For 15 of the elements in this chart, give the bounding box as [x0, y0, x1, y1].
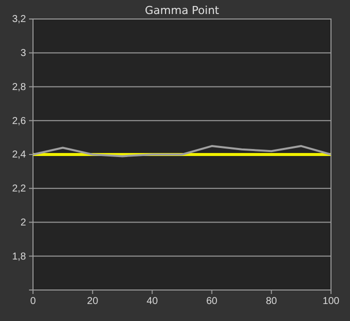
y-tick-label: 2,2 — [12, 184, 26, 195]
x-tick-label: 0 — [30, 296, 36, 308]
x-tick-label: 40 — [146, 296, 158, 308]
x-tick-label: 100 — [322, 296, 340, 308]
y-tick-label: 2,8 — [12, 82, 26, 93]
x-tick-label: 20 — [87, 296, 99, 308]
chart-title: Gamma Point — [144, 4, 220, 17]
x-tick-label: 80 — [266, 296, 278, 308]
y-tick-label: 1,8 — [12, 251, 26, 262]
y-tick-label: 2,6 — [12, 116, 26, 127]
x-tick-label: 60 — [206, 296, 218, 308]
y-tick-label: 2 — [20, 217, 26, 228]
y-tick-label: 3 — [20, 48, 26, 60]
y-tick-label: 2,4 — [12, 150, 26, 161]
y-tick-label: 3,2 — [12, 14, 26, 26]
